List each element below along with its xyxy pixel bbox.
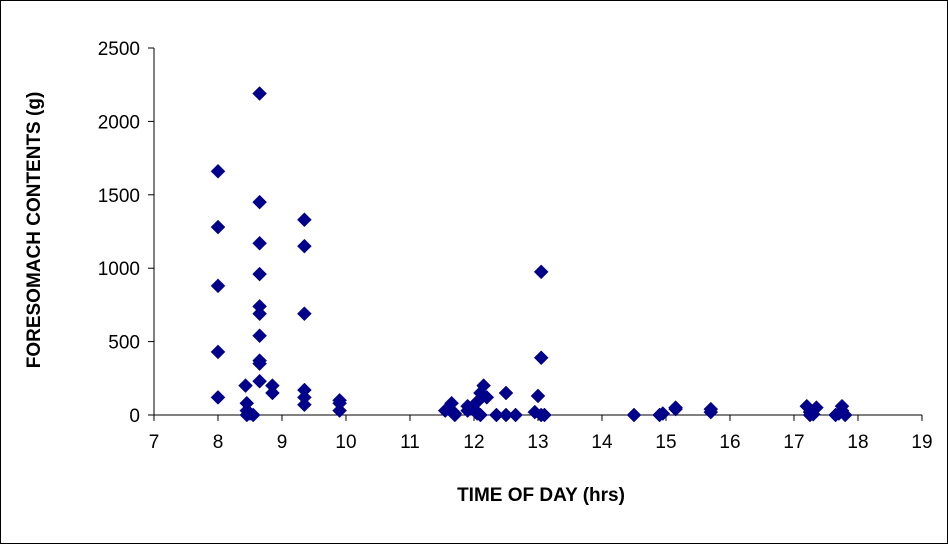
data-point [252,266,267,282]
y-tick-label: 2500 [98,39,140,60]
y-tick-label: 1500 [98,186,140,207]
tick-labels: 0 500 1000 1500 2000 2500 7 8 9 10 11 12 13 14 15 16 17 1… [98,39,933,453]
data-point [210,344,226,360]
data-point [476,378,491,393]
x-tick-label: 13 [527,432,548,453]
data-point [533,264,549,280]
data-point [210,278,226,294]
x-tick-label: 10 [335,432,356,453]
data-point [533,350,549,366]
data-point [530,388,546,404]
data-point [252,373,267,389]
data-point [332,403,347,418]
x-tick-label: 8 [213,432,224,453]
data-point [508,407,523,423]
data-point [210,163,226,179]
data-point [668,401,683,417]
data-point [252,356,267,371]
data-point [473,407,488,423]
y-tick-label: 0 [129,406,140,427]
y-tick-label: 2000 [98,112,140,133]
data-point [265,385,280,401]
x-tick-label: 11 [400,432,420,453]
data-point [238,378,253,393]
data-point [297,212,312,228]
x-tick-label: 14 [591,432,613,453]
data-point [239,407,255,423]
y-axis-title: FORESOMACH CONTENTS (g) [24,92,45,369]
x-tick-label: 15 [655,432,676,453]
x-tick-label: 9 [277,432,288,453]
data-point [252,86,267,101]
data-point [447,407,463,423]
data-point [498,385,514,401]
data-point [655,406,671,421]
x-tick-label: 18 [847,432,868,453]
data-point [626,407,642,423]
data-points [210,86,853,423]
x-tick-label: 19 [911,432,932,453]
data-point [809,400,824,416]
data-point [703,404,719,420]
x-tick-label: 16 [719,432,740,453]
data-point [252,328,267,344]
data-point [252,306,267,322]
data-point [252,194,267,210]
data-point [210,219,226,235]
data-point [297,397,312,413]
data-point [252,235,267,251]
data-point [837,407,853,423]
x-axis-title: TIME OF DAY (hrs) [457,485,625,506]
data-point [297,306,312,322]
x-tick-label: 17 [783,432,804,453]
y-tick-label: 500 [108,333,140,354]
y-tick-label: 1000 [98,259,140,280]
data-point [479,390,495,405]
data-point [537,407,552,423]
data-point [210,390,226,405]
data-point [297,238,312,254]
x-tick-label: 7 [149,432,160,453]
x-tick-label: 12 [463,432,484,453]
